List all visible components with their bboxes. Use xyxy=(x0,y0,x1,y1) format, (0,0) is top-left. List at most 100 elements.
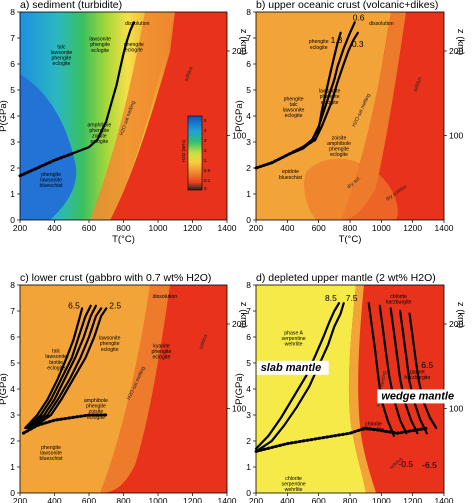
field-label-line: biotite xyxy=(49,360,63,366)
field-label-line: lawsonite xyxy=(45,354,67,360)
depth-tick-label: 200 xyxy=(449,319,463,329)
field-label-line: amphibole xyxy=(87,122,111,128)
colorbar-tick: 5 xyxy=(204,118,207,123)
y-tick-label: 2 xyxy=(246,436,251,446)
y-tick-label: 3 xyxy=(246,410,251,420)
depth-tick-label: 100 xyxy=(232,404,246,414)
colorbar-tick: 0.5 xyxy=(204,168,211,173)
field-label: phengite eclogite xyxy=(124,42,144,54)
slab-path-dotted xyxy=(254,137,317,170)
field-label-line: eclogite xyxy=(91,48,109,54)
field-label: solidus xyxy=(183,65,194,82)
y-tick-label: 1 xyxy=(246,189,251,199)
x-tick-label: 1200 xyxy=(183,496,202,503)
slab-path-dotted xyxy=(18,152,74,178)
x-tick-label: 1400 xyxy=(218,496,237,503)
series-value-label: 7.5 xyxy=(346,293,358,303)
depth-tick-label: 100 xyxy=(449,404,463,414)
x-tick-label: 400 xyxy=(47,223,61,233)
y-tick-label: 0 xyxy=(246,488,251,498)
field-label: lawsonite phengite eclogite xyxy=(99,336,121,353)
field-label-line: amphibole xyxy=(84,398,108,404)
y-tick-label: 4 xyxy=(10,111,15,121)
y-tick-label: 6 xyxy=(10,332,15,342)
field-label-line: phengite xyxy=(124,42,144,48)
depth-axis-label: z (km) xyxy=(455,29,466,55)
field-label-line: chlorite xyxy=(390,294,407,300)
x-tick-label: 600 xyxy=(312,223,326,233)
annotation-box xyxy=(377,389,458,404)
panel-d-yellow-field xyxy=(256,285,366,493)
field-label-line: dissolution xyxy=(369,21,394,27)
field-label: dissolution xyxy=(153,294,178,300)
y-axis-label: P(GPa) xyxy=(0,373,9,405)
y-tick-label: 1 xyxy=(246,462,251,472)
field-label-line: dissolution xyxy=(125,21,150,27)
field-label-line: kyanite xyxy=(153,343,170,349)
y-tick-label: 6 xyxy=(10,59,15,69)
series-value-label: 0.3 xyxy=(352,39,364,49)
annotation-box xyxy=(256,360,329,375)
field-label: solidus xyxy=(198,333,209,350)
slab-path-line xyxy=(254,302,345,453)
y-tick-label: 8 xyxy=(10,280,15,290)
x-tick-label: 600 xyxy=(82,223,96,233)
annotation-label: slab mantle xyxy=(261,362,322,374)
field-label: amphibole phengite zoisite eclogite xyxy=(84,398,108,421)
colorbar-tick: 4 xyxy=(204,128,207,133)
field-label-line: wehrlite xyxy=(285,342,303,348)
field-label-line: harzburgite xyxy=(404,375,430,381)
field-label: chlorite lherzolite xyxy=(363,421,384,433)
field-label-line: phengite xyxy=(51,56,71,62)
field-label-line: phengite xyxy=(151,349,171,355)
x-tick-label: 200 xyxy=(13,496,27,503)
field-label-line: phengite xyxy=(41,172,61,178)
field-label-line: phase A xyxy=(284,330,303,336)
field-label: chlorite harzburgite xyxy=(386,294,412,306)
field-label: phengite talc lawsonite eclogite xyxy=(283,96,305,119)
field-label: dissolution xyxy=(369,21,394,27)
field-label-line: eclogite xyxy=(125,47,143,53)
x-tick-label: 800 xyxy=(116,496,130,503)
field-label-line: phengite xyxy=(41,445,61,451)
y-tick-label: 4 xyxy=(10,384,15,394)
colorbar-label: H2O (wt%) xyxy=(181,139,186,162)
panel-a-blue-field xyxy=(20,74,77,220)
field-label-line: eclogite xyxy=(90,139,108,145)
field-label-line: harzburgite xyxy=(386,300,412,306)
colorbar-tick: 0 xyxy=(204,186,207,191)
y-axis-label: P(GPa) xyxy=(0,100,9,132)
annotation-label: wedge mantle xyxy=(381,390,454,402)
field-label-line: eclogite xyxy=(153,355,171,361)
colorbar-tick: 1 xyxy=(204,158,207,163)
field-label-line: zoisite xyxy=(89,409,104,415)
depth-tick-label: 200 xyxy=(232,319,246,329)
field-label-line: phengite xyxy=(329,147,349,153)
y-tick-label: 0 xyxy=(10,215,15,225)
x-tick-label: 800 xyxy=(343,496,357,503)
field-label-line: dissolution xyxy=(153,294,178,300)
field-label-line: garnet xyxy=(410,369,425,375)
depth-tick-label: 200 xyxy=(449,46,463,56)
y-tick-label: 7 xyxy=(246,33,251,43)
y-tick-label: 2 xyxy=(10,163,15,173)
field-label-line: solidus xyxy=(183,65,194,82)
x-tick-label: 600 xyxy=(82,496,96,503)
y-tick-label: 8 xyxy=(10,7,15,17)
x-tick-label: 200 xyxy=(249,223,263,233)
x-tick-label: 1000 xyxy=(149,223,168,233)
y-tick-label: 7 xyxy=(246,306,251,316)
field-label-line: chlorite xyxy=(365,421,382,427)
slab-path-line xyxy=(27,304,97,430)
y-tick-label: 5 xyxy=(246,85,251,95)
depth-tick-label: 200 xyxy=(232,46,246,56)
field-label-line: lawsonite xyxy=(40,450,62,456)
y-tick-label: 2 xyxy=(246,163,251,173)
y-tick-label: 3 xyxy=(10,410,15,420)
y-tick-label: 1 xyxy=(10,462,15,472)
field-label-line: eclogite xyxy=(101,347,119,353)
series-value-label: 8.5 xyxy=(325,293,337,303)
x-tick-label: 200 xyxy=(13,223,27,233)
colorbar-tick: 0.1 xyxy=(204,178,211,183)
